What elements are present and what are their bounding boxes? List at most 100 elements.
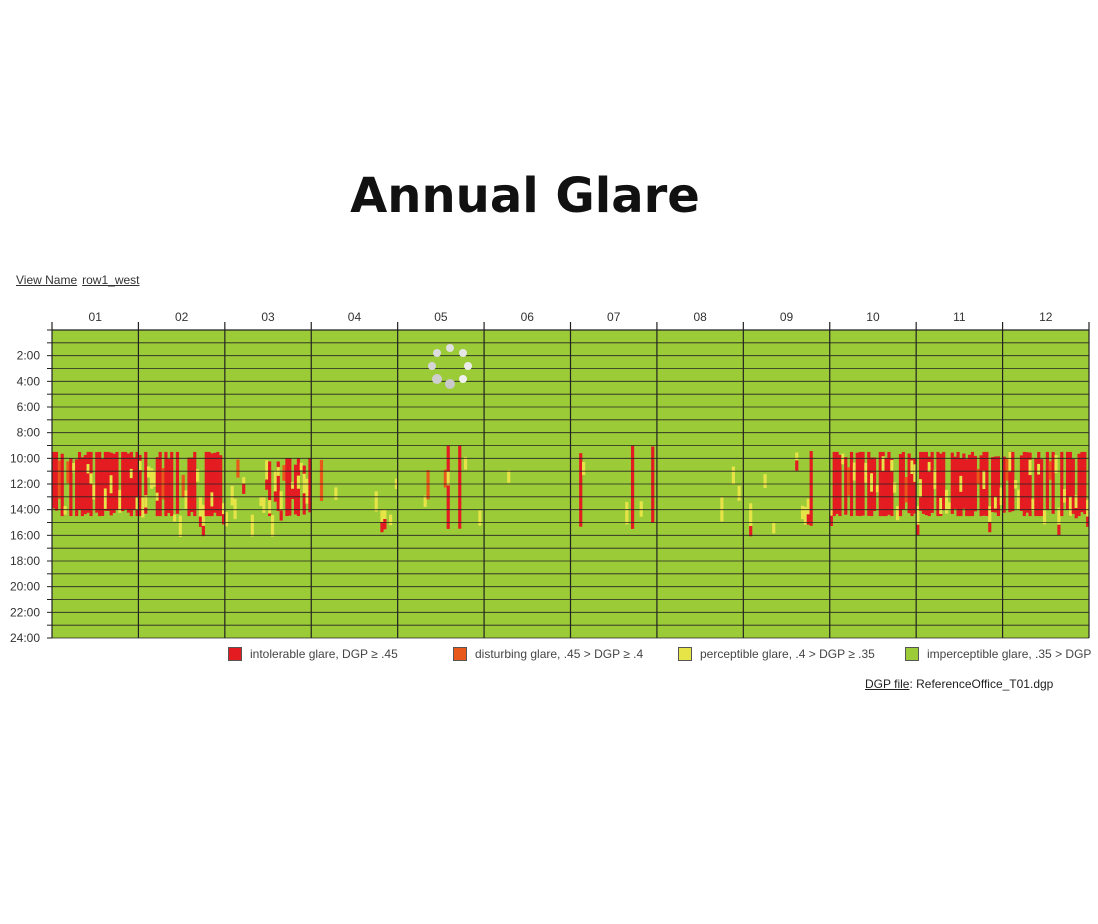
heat-cell-perceptible (737, 485, 741, 501)
heat-cell-intolerable (124, 451, 128, 510)
y-tick-label: 8:00 (17, 426, 41, 440)
heat-cell-perceptible (268, 500, 272, 514)
heat-cell-perceptible (279, 491, 283, 511)
heat-cell-intolerable (907, 453, 911, 514)
heat-cell-perceptible (423, 495, 427, 507)
legend-item-perceptible: perceptible glare, .4 > DGP ≥ .35 (678, 647, 875, 661)
heat-cell-intolerable (898, 454, 903, 517)
heat-cell-perceptible (259, 497, 263, 506)
heat-cell-intolerable (383, 519, 387, 530)
heat-cell-perceptible (446, 471, 450, 486)
heat-cell-perceptible (135, 497, 139, 510)
heat-cell-perceptible (988, 506, 992, 522)
heat-cell-perceptible (1037, 463, 1041, 475)
heat-cell-perceptible (910, 460, 914, 475)
heat-cell-perceptible (198, 496, 203, 517)
heat-cell-intolerable (579, 453, 583, 527)
chart-title: Annual Glare (350, 168, 700, 224)
y-tick-label: 18:00 (10, 554, 40, 568)
heat-cell-perceptible (982, 470, 986, 489)
heat-cell-intolerable (80, 457, 84, 517)
heat-cell-disturbing (904, 477, 908, 503)
heat-cell-intolerable (809, 451, 813, 526)
heat-cell-intolerable (835, 451, 839, 514)
legend-item-intolerable: intolerable glare, DGP ≥ .45 (228, 647, 398, 661)
heat-cell-perceptible (144, 495, 148, 508)
heat-cell-intolerable (69, 458, 73, 517)
heat-cell-disturbing (1048, 461, 1052, 480)
heat-cell-perceptible (265, 460, 269, 480)
heat-cell-perceptible (233, 498, 237, 520)
heat-cell-perceptible (184, 490, 188, 509)
heat-cell-perceptible (1016, 489, 1021, 510)
heat-cell-perceptible (1008, 452, 1012, 472)
heat-cell-perceptible (927, 461, 931, 472)
heat-cell-intolerable (1083, 451, 1087, 515)
dgp-file-label[interactable]: DGP file (865, 677, 910, 691)
heat-cell-intolerable (829, 515, 833, 527)
heat-cell-intolerable (291, 488, 295, 500)
x-tick-label: 01 (89, 310, 103, 324)
heat-cell-intolerable (276, 461, 280, 512)
y-tick-label: 22:00 (10, 605, 40, 619)
loading-spinner-icon (426, 342, 474, 390)
heat-cell-perceptible (939, 497, 943, 514)
y-tick-label: 4:00 (17, 374, 41, 388)
heat-cell-intolerable (993, 456, 998, 513)
heat-cell-disturbing (66, 461, 70, 484)
heat-cell-perceptible (893, 482, 897, 493)
heat-cell-intolerable (1057, 524, 1061, 535)
heat-cell-intolerable (288, 458, 292, 516)
heat-cell-perceptible (178, 515, 182, 538)
heat-cell-intolerable (265, 479, 269, 490)
heat-cell-intolerable (221, 514, 226, 525)
heat-cell-intolerable (279, 510, 283, 521)
heat-cell-perceptible (864, 462, 868, 483)
heat-cell-intolerable (630, 445, 635, 529)
legend-swatch-disturbing (453, 647, 467, 661)
view-name-link[interactable]: View Name row1_west (16, 273, 140, 287)
legend-swatch-intolerable (228, 647, 242, 661)
heat-cell-perceptible (463, 456, 468, 470)
heat-cell-perceptible (890, 460, 894, 472)
heat-cell-intolerable (1045, 451, 1049, 510)
heat-cell-intolerable (884, 458, 888, 517)
heat-cell-intolerable (155, 457, 159, 517)
heat-cell-perceptible (291, 482, 295, 489)
heat-cell-perceptible (829, 509, 833, 516)
heat-cell-intolerable (953, 456, 957, 509)
heat-cell-perceptible (138, 460, 142, 471)
heat-cell-intolerable (1077, 453, 1081, 517)
dgp-file-info: DGP file: ReferenceOffice_T01.dgp (865, 677, 1053, 691)
heat-cell-perceptible (870, 473, 874, 492)
heat-cell-perceptible (92, 482, 96, 500)
heat-cell-intolerable (939, 453, 943, 516)
heat-cell-perceptible (118, 489, 122, 513)
y-tick-label: 16:00 (10, 528, 40, 542)
heat-cell-disturbing (426, 470, 430, 500)
heat-cell-perceptible (993, 496, 998, 509)
heat-cell-perceptible (141, 497, 145, 518)
x-tick-label: 03 (261, 310, 275, 324)
heat-cell-intolerable (77, 451, 82, 510)
heat-cell-intolerable (988, 521, 992, 533)
heat-cell-intolerable (54, 451, 59, 511)
heat-cell-intolerable (86, 451, 90, 513)
heat-cell-intolerable (95, 452, 99, 513)
heat-cell-intolerable (268, 461, 272, 517)
heat-cell-intolerable (210, 453, 214, 517)
legend-swatch-imperceptible (905, 647, 919, 661)
heat-cell-perceptible (507, 470, 511, 483)
heat-cell-intolerable (112, 453, 116, 513)
heat-cell-perceptible (389, 514, 393, 526)
heat-cell-perceptible (302, 473, 306, 494)
heat-cell-intolerable (121, 451, 125, 512)
x-tick-label: 06 (521, 310, 535, 324)
heat-cell-perceptible (334, 487, 338, 500)
heat-cell-intolerable (1086, 516, 1090, 527)
heat-cell-intolerable (285, 458, 289, 517)
heat-cell-intolerable (52, 451, 56, 509)
heat-cell-intolerable (921, 451, 926, 514)
y-tick-label: 24:00 (10, 631, 40, 645)
heat-cell-perceptible (129, 468, 133, 479)
